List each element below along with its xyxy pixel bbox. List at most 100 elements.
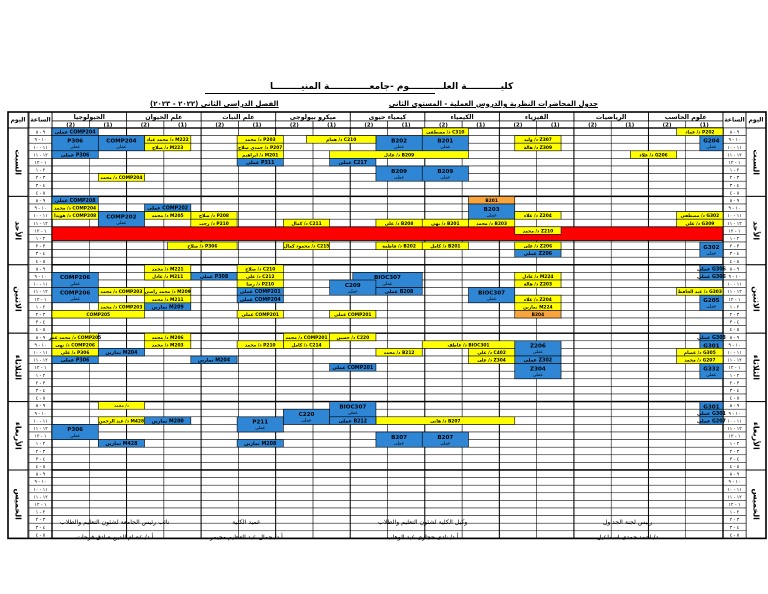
empty-cell	[238, 188, 276, 197]
time-label-left: ٥ - ٤	[36, 533, 46, 538]
empty-cell	[312, 272, 351, 281]
empty-cell	[610, 188, 649, 197]
schedule-title: جدول المحاضرات النظرية والدروس العملية -…	[388, 100, 598, 108]
empty-cell	[275, 256, 314, 266]
course-code: B207	[437, 435, 453, 441]
subgroup-header: (1)	[253, 123, 262, 129]
course-cell	[514, 226, 562, 235]
empty-cell	[573, 408, 612, 418]
course-label: M222 د/ محمد عياد	[147, 137, 189, 143]
signature-dean: عميد الكلية أ.د/ جمال عبد العظيم مجيمر	[210, 519, 283, 541]
empty-cell	[610, 310, 649, 319]
time-label-left: ٥ - ٤	[36, 397, 46, 402]
empty-cell	[275, 507, 314, 516]
empty-cell	[51, 439, 90, 448]
empty-cell	[349, 264, 388, 273]
time-label-right: ٣ - ٢	[730, 244, 740, 250]
time-label-left: ٤ - ٣	[36, 525, 46, 531]
empty-cell	[424, 454, 463, 463]
empty-cell	[89, 165, 127, 174]
course-cell	[51, 355, 99, 364]
time-label-right: ١٢ - ١١	[727, 494, 742, 500]
empty-cell	[238, 355, 276, 364]
empty-cell	[387, 492, 426, 501]
empty-cell	[424, 363, 463, 372]
time-label-right: ١٠ - ٩	[729, 138, 741, 143]
empty-cell	[163, 279, 202, 288]
empty-cell	[163, 446, 202, 456]
time-label-right: ٤ - ٣	[730, 456, 740, 462]
empty-cell	[610, 454, 649, 463]
empty-cell	[610, 241, 649, 250]
course-label: COMP208 عملى	[55, 198, 97, 204]
empty-cell	[163, 401, 202, 410]
course-cell	[190, 218, 238, 228]
empty-cell	[536, 401, 575, 410]
empty-cell	[163, 462, 202, 471]
empty-cell	[51, 370, 90, 380]
course-note: عملى	[70, 434, 81, 439]
course-cell	[51, 287, 99, 304]
empty-cell	[610, 203, 649, 212]
empty-cell	[312, 492, 351, 501]
empty-cell	[499, 165, 537, 174]
empty-cell	[312, 127, 351, 136]
empty-cell	[312, 469, 351, 478]
empty-cell	[387, 469, 426, 478]
empty-cell	[200, 454, 239, 463]
empty-cell	[238, 325, 276, 334]
empty-cell	[573, 431, 612, 440]
empty-cell	[461, 469, 500, 478]
empty-cell	[536, 454, 575, 463]
empty-cell	[312, 439, 351, 448]
empty-cell	[126, 507, 165, 516]
empty-cell	[573, 241, 612, 250]
empty-cell	[51, 500, 90, 509]
course-label: B212 د/ محمد	[384, 350, 415, 356]
empty-cell	[275, 484, 314, 494]
empty-cell	[536, 386, 575, 395]
course-code: B201	[437, 138, 453, 144]
empty-cell	[312, 500, 351, 509]
empty-cell	[238, 370, 276, 380]
empty-cell	[461, 310, 500, 319]
empty-cell	[461, 408, 500, 418]
empty-cell	[499, 515, 537, 524]
empty-cell	[685, 325, 724, 334]
empty-cell	[126, 355, 165, 364]
course-label: P311 عملى	[246, 160, 275, 166]
course-code: COMP206	[60, 275, 90, 281]
empty-cell	[275, 180, 314, 190]
course-label: COMP201 عملى	[240, 289, 281, 295]
signature-title: رئيس لجنة الجداول	[602, 519, 653, 526]
course-label: C217 عملى	[339, 160, 368, 166]
empty-cell	[685, 522, 724, 532]
course-label: P203 د/ محمد	[245, 137, 276, 143]
empty-cell	[200, 249, 239, 258]
empty-cell	[163, 424, 202, 433]
time-label-left: ٣ - ٢	[36, 449, 46, 455]
signature-university-vp: نائب رئيس الجامعة لشئون التعليم والطلاب …	[60, 519, 170, 541]
empty-cell	[648, 203, 686, 212]
empty-cell	[536, 477, 575, 486]
time-label-left: ٣ - ٢	[36, 517, 46, 523]
empty-cell	[51, 325, 90, 334]
course-label: G302 د/ مصطفى	[681, 213, 720, 219]
empty-cell	[200, 256, 239, 266]
empty-cell	[126, 408, 165, 418]
empty-cell	[387, 158, 426, 167]
time-label-left: ٩ - ٨	[36, 336, 46, 341]
empty-cell	[610, 264, 649, 273]
empty-cell	[610, 165, 649, 174]
course-note: عملى	[348, 289, 359, 294]
empty-cell	[685, 378, 724, 387]
empty-cell	[573, 348, 612, 357]
time-label-left: ٤ - ٣	[36, 388, 46, 394]
empty-cell	[349, 462, 388, 471]
time-label-right: ٩ - ٨	[730, 131, 740, 136]
empty-cell	[573, 370, 612, 380]
empty-cell	[163, 408, 202, 418]
empty-cell	[89, 408, 127, 418]
empty-cell	[536, 408, 575, 418]
empty-cell	[499, 530, 537, 539]
